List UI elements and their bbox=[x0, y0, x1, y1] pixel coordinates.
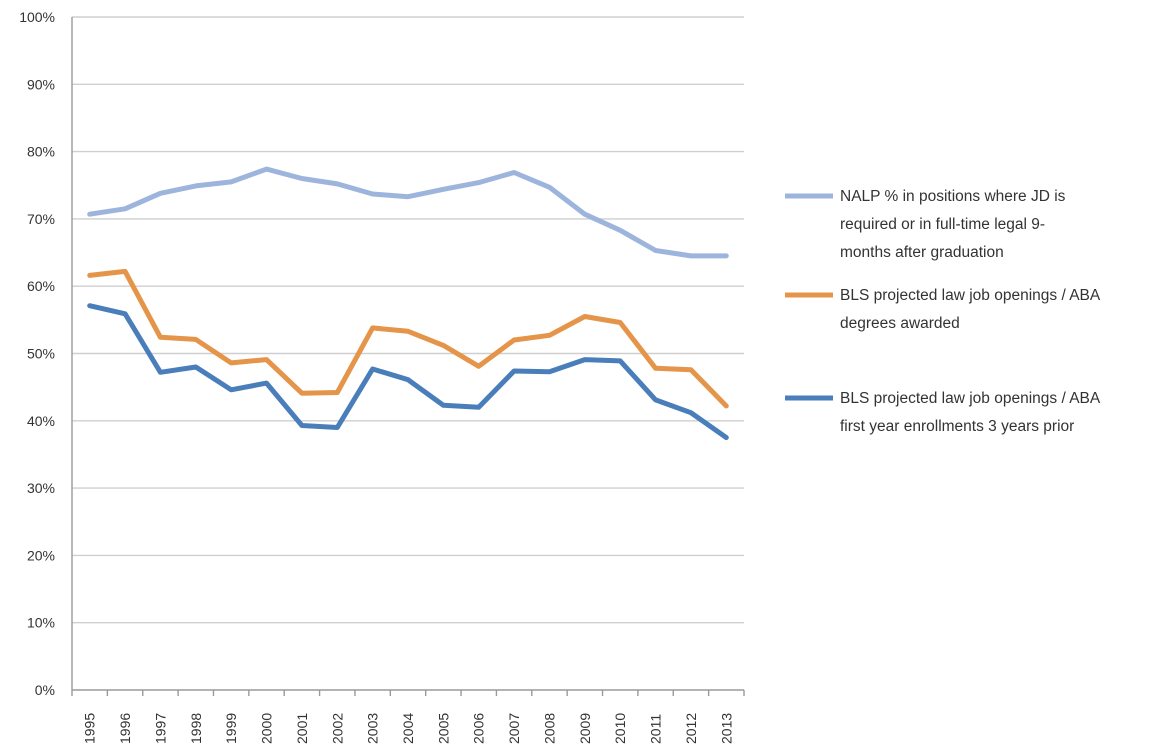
legend-label-1: months after graduation bbox=[840, 244, 1004, 261]
x-tick-label: 1996 bbox=[117, 713, 133, 744]
y-tick-label: 60% bbox=[27, 278, 55, 294]
series-line-2 bbox=[87, 268, 729, 409]
legend-label-1: NALP % in positions where JD is bbox=[840, 188, 1066, 205]
x-tick-label: 1997 bbox=[152, 713, 168, 744]
x-axis: 1995 1996 1997 1998 1999 2000 2001 2002 2003 2004… bbox=[71, 689, 745, 744]
legend: NALP % in positions where JD is required … bbox=[785, 188, 1101, 435]
x-tick-label: 2006 bbox=[471, 713, 487, 744]
gridlines bbox=[72, 16, 744, 624]
y-tick-label: 30% bbox=[27, 480, 55, 496]
x-tick-label: 2007 bbox=[506, 713, 522, 744]
y-tick-label: 70% bbox=[27, 211, 55, 227]
legend-label-3: first year enrollments 3 years prior bbox=[840, 418, 1074, 435]
x-tick-label: 2001 bbox=[294, 713, 310, 744]
series-line-3 bbox=[87, 303, 729, 441]
y-tick-label: 90% bbox=[27, 76, 55, 92]
x-tick-label: 2013 bbox=[718, 713, 734, 744]
y-tick-label: 20% bbox=[27, 547, 55, 563]
series-line-1 bbox=[87, 166, 729, 259]
legend-label-2: degrees awarded bbox=[840, 315, 960, 332]
y-tick-label: 50% bbox=[27, 346, 55, 362]
x-tick-label: 2003 bbox=[365, 713, 381, 744]
x-tick-label: 2005 bbox=[435, 713, 451, 744]
x-tick-label: 2004 bbox=[400, 713, 416, 744]
x-tick-label: 2008 bbox=[541, 713, 557, 744]
x-tick-label: 2002 bbox=[329, 713, 345, 744]
y-tick-label: 0% bbox=[35, 682, 55, 698]
y-tick-label: 40% bbox=[27, 413, 55, 429]
y-tick-label: 80% bbox=[27, 144, 55, 160]
y-axis: 0% 10% 20% 30% 40% 50% 60% 70% 80% 90% 100% bbox=[19, 9, 73, 698]
x-tick-label: 2009 bbox=[577, 713, 593, 744]
x-tick-label: 2012 bbox=[683, 713, 699, 744]
series-lines bbox=[87, 166, 729, 441]
y-tick-label: 10% bbox=[27, 615, 55, 631]
x-tick-label: 1995 bbox=[82, 713, 98, 744]
x-tick-label: 1999 bbox=[223, 713, 239, 744]
x-tick-label: 1998 bbox=[188, 713, 204, 744]
legend-label-1: required or in full-time legal 9- bbox=[840, 216, 1045, 233]
x-tick-label: 2000 bbox=[259, 713, 275, 744]
y-tick-label: 100% bbox=[19, 9, 55, 25]
legend-label-2: BLS projected law job openings / ABA bbox=[840, 287, 1101, 304]
x-tick-label: 2010 bbox=[612, 713, 628, 744]
x-tick-label: 2011 bbox=[648, 714, 664, 744]
legend-label-3: BLS projected law job openings / ABA bbox=[840, 390, 1101, 407]
